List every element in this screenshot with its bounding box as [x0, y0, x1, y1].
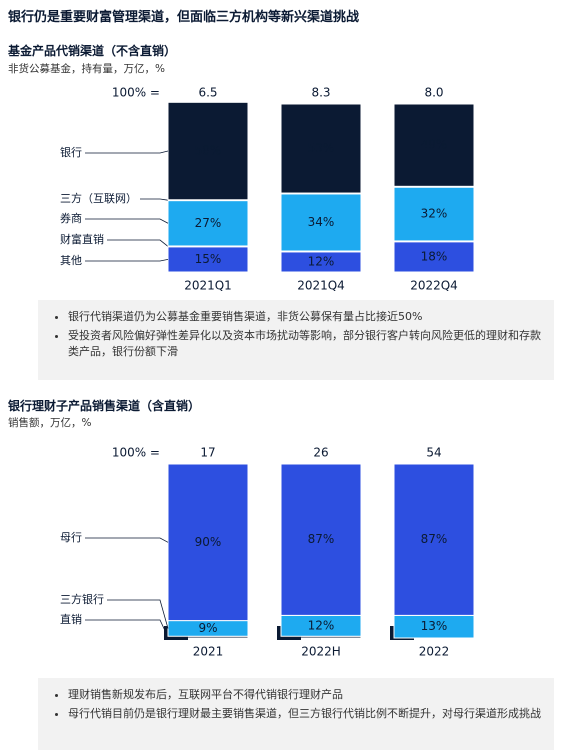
legend-label: 财富直销: [60, 232, 104, 246]
legend-label: 三方（互联网）: [60, 191, 137, 205]
total-label: 100% =: [112, 446, 160, 460]
data-label: 27%: [195, 216, 222, 230]
note: 母行代销目前仍是银行理财最主要销售渠道，但三方银行代销比例不断提升，对母行渠道形…: [68, 706, 544, 722]
bar-segment: [280, 463, 362, 616]
data-label: 49%: [421, 138, 448, 152]
bar-segment: [280, 193, 362, 252]
legend-label: 直销: [60, 612, 82, 626]
data-label: 34%: [308, 215, 335, 229]
total-value: 8.3: [311, 86, 330, 100]
leader-line: [85, 218, 169, 224]
bar-segment: [280, 103, 362, 194]
data-label: 90%: [195, 535, 222, 549]
leader-line: [107, 599, 169, 629]
data-label: 12%: [308, 254, 335, 268]
leader-line: [140, 198, 169, 201]
data-label: 12%: [308, 618, 335, 632]
legend-label: 其他: [60, 254, 82, 267]
leader-line: [85, 259, 169, 262]
chart-subtitle: 非货公募基金，持有量，万亿，%: [8, 63, 165, 75]
bar-segment: [393, 463, 475, 616]
total-value: 54: [426, 446, 441, 460]
leader-line: [85, 150, 169, 154]
data-label: 58%: [195, 144, 222, 158]
chart-subtitle: 销售额，万亿，%: [8, 417, 92, 429]
note: 受投资者风险偏好弹性差异化以及资本市场扰动等影响，部分银行客户转向风险更低的理财…: [68, 328, 544, 360]
chart-title: 银行理财子产品销售渠道（含直销）: [8, 399, 201, 413]
bar-segment: [393, 103, 475, 187]
data-label: 9%: [198, 621, 217, 635]
notes: 银行代销渠道仍为公募基金重要销售渠道，非货公募保有量占比接近50% 受投资者风险…: [38, 300, 554, 380]
total-value: 17: [200, 446, 215, 460]
x-tick-label: 2022: [419, 645, 450, 659]
bar-segment: [167, 200, 249, 247]
leader-line: [107, 239, 169, 247]
data-label: 32%: [421, 207, 448, 221]
bar-segment: [167, 463, 249, 622]
data-label: 18%: [421, 249, 448, 263]
total-label: 100% =: [112, 86, 160, 100]
chart-title: 基金产品代销渠道（不含直销）: [8, 44, 177, 58]
total-value: 26: [313, 446, 328, 460]
note: 银行代销渠道仍为公募基金重要销售渠道，非货公募保有量占比接近50%: [68, 309, 544, 325]
data-label: 53%: [308, 141, 335, 155]
legend-label: 银行: [60, 145, 82, 159]
data-label: 87%: [421, 532, 448, 546]
legend-label: 三方银行: [60, 592, 104, 606]
leader-line: [85, 537, 169, 543]
data-label: 87%: [308, 532, 335, 546]
x-tick-label: 2021Q1: [184, 279, 232, 293]
total-value: 8.0: [424, 86, 443, 100]
data-label: 13%: [421, 619, 448, 633]
x-tick-label: 2021Q4: [297, 279, 345, 293]
bar-segment: [167, 246, 249, 273]
legend-label: 母行: [60, 531, 82, 544]
note: 理财销售新规发布后，互联网平台不得代销银行理财产品: [68, 687, 544, 703]
total-value: 6.5: [198, 86, 217, 100]
leader-line: [85, 619, 169, 638]
bar-segment: [393, 186, 475, 242]
x-tick-label: 2022Q4: [410, 279, 458, 293]
bar-segment: [393, 241, 475, 273]
data-label: 15%: [195, 252, 222, 266]
x-tick-label: 2022H: [301, 645, 341, 659]
legend-label: 券商: [60, 211, 82, 225]
notes: 理财销售新规发布后，互联网平台不得代销银行理财产品 母行代销目前仍是银行理财最主…: [38, 678, 554, 750]
x-tick-label: 2021: [193, 645, 224, 659]
page-title: 银行仍是重要财富管理渠道，但面临三方机构等新兴渠道挑战: [8, 10, 360, 25]
